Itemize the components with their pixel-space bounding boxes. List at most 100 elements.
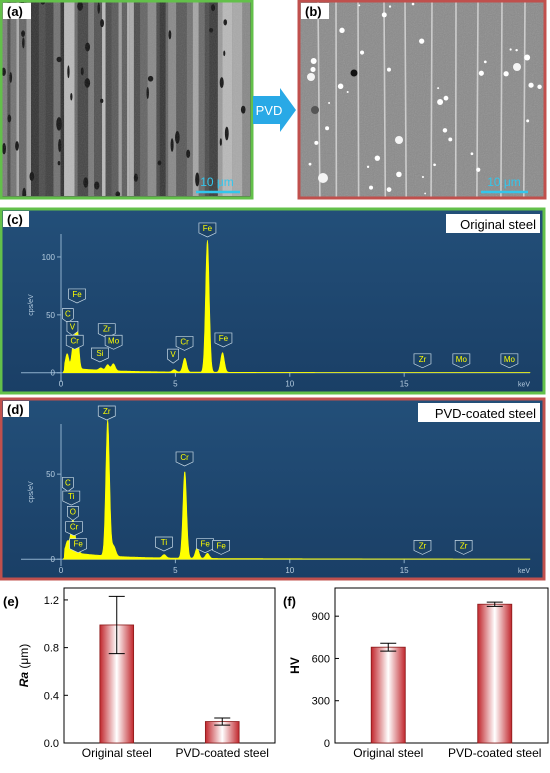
y-tick-label: 900 [312, 611, 330, 623]
element-label-text: Fe [72, 290, 82, 299]
y-tick-label: 0.0 [44, 738, 59, 750]
element-label: Cr [175, 336, 194, 351]
element-label: Fe [212, 540, 230, 555]
element-label-box [413, 353, 432, 369]
y-tick-label: 50 [46, 311, 55, 320]
x-tick-label: 10 [285, 380, 294, 389]
element-label-text: V [170, 350, 176, 359]
element-label-text: Ti [161, 538, 168, 547]
element-label-text: Zr [419, 355, 427, 364]
chart-d-title: PVD-coated steel [435, 406, 536, 421]
element-label-text: C [65, 478, 71, 487]
element-label: Fe [198, 222, 217, 238]
error-bar [486, 601, 503, 607]
scalebar-b-text: 10 μm [487, 175, 521, 189]
panel-label-a: (a) [7, 4, 23, 19]
element-label-text: Ti [68, 492, 75, 501]
sem-stripes-a [1, 0, 250, 196]
y-tick-label: 1.2 [44, 595, 59, 607]
element-label-box [454, 540, 473, 555]
sem-particle [515, 48, 518, 52]
element-label-text: Zr [103, 325, 111, 334]
element-label-text: Zr [419, 541, 427, 550]
error-bar [214, 717, 231, 726]
element-label-box [67, 506, 79, 521]
element-label: Zr [454, 540, 473, 555]
y-axis-label: HV [288, 657, 302, 674]
sem-particle [366, 165, 370, 169]
element-label: Fe [214, 332, 233, 348]
panel-label-b: (b) [305, 4, 322, 19]
x-tick-label: 0 [59, 380, 64, 389]
y-tick-label: 0.4 [44, 690, 59, 702]
element-label-text: Si [96, 349, 103, 358]
sem-particle [337, 83, 344, 90]
element-label: Zr [413, 353, 432, 369]
element-label-text: V [70, 322, 76, 331]
y-tick-label: 300 [312, 696, 330, 708]
element-label-box [91, 347, 109, 363]
x-tick-label: 15 [400, 380, 409, 389]
element-label-text: C [65, 310, 71, 319]
element-label-text: Fe [200, 540, 210, 549]
sem-ridge [476, 1, 479, 198]
sem-pore [350, 69, 358, 77]
element-label-box [212, 540, 230, 555]
sem-particle [325, 126, 330, 131]
y-axis-label: cps/eV [28, 294, 35, 316]
element-label-text: Cr [71, 336, 80, 345]
element-label-box [175, 336, 194, 351]
x-tick-label: 5 [173, 566, 178, 575]
element-label-text: Fe [203, 224, 213, 233]
panel-b-frame [297, 0, 547, 200]
panel-d-frame [0, 397, 546, 581]
label-c-bg [3, 211, 29, 227]
element-label: Si [91, 347, 109, 363]
y-tick-label: 0 [51, 369, 56, 378]
panel-a: 10 μm (a) [0, 0, 254, 200]
sem-particle [419, 38, 425, 44]
element-label-text: Mo [504, 355, 516, 364]
element-label-text: Cr [70, 523, 79, 532]
sem-particle [476, 167, 481, 172]
y-tick-label: 100 [42, 253, 56, 262]
element-label: C [62, 477, 74, 492]
element-label-box [104, 334, 123, 350]
eds-spectrum-d: 0 5 10 15 0 50 cps/eV keV C Ti O Cr Fe Zr Ti Cr Fe Fe Zr Zr [21, 405, 531, 575]
sem-particle [528, 82, 534, 88]
element-label-text: Cr [180, 337, 189, 346]
element-label: V [66, 321, 79, 336]
element-label-box [155, 536, 173, 552]
sem-particle [395, 136, 403, 144]
pvd-arrow-shape [253, 88, 296, 132]
element-label: Cr [65, 334, 84, 350]
title-c-bg [446, 214, 540, 233]
element-label-text: Fe [73, 540, 83, 549]
sem-particle [307, 73, 315, 81]
sem-texture-b [299, 1, 545, 198]
category-label: Original steel [82, 746, 152, 760]
element-label-text: Mo [108, 336, 120, 345]
pvd-arrow-text: PVD [256, 103, 283, 118]
sem-particle [308, 162, 312, 166]
sem-particle [411, 2, 415, 6]
element-label-box [500, 353, 519, 369]
element-label-box [65, 334, 84, 350]
panel-d: (d) PVD-coated steel 0 5 10 15 0 50 cps/eV keV C… [0, 397, 546, 581]
sem-particle [433, 163, 436, 167]
element-label-text: O [70, 507, 76, 516]
eds-background-d [1, 399, 544, 579]
sem-particle [483, 60, 487, 64]
sem-particle [310, 66, 316, 73]
sem-particle [503, 71, 509, 77]
element-label: Ti [62, 490, 81, 506]
element-label: O [67, 506, 79, 521]
element-label-text: Zr [460, 541, 468, 550]
sem-particle [339, 27, 345, 34]
y-tick-label: 50 [46, 470, 55, 479]
sem-ridge [522, 1, 526, 198]
spectrum-fill [62, 419, 531, 560]
sem-particle [524, 54, 531, 61]
sem-particle [437, 99, 444, 105]
panel-b: 10 μm (b) [297, 0, 547, 200]
